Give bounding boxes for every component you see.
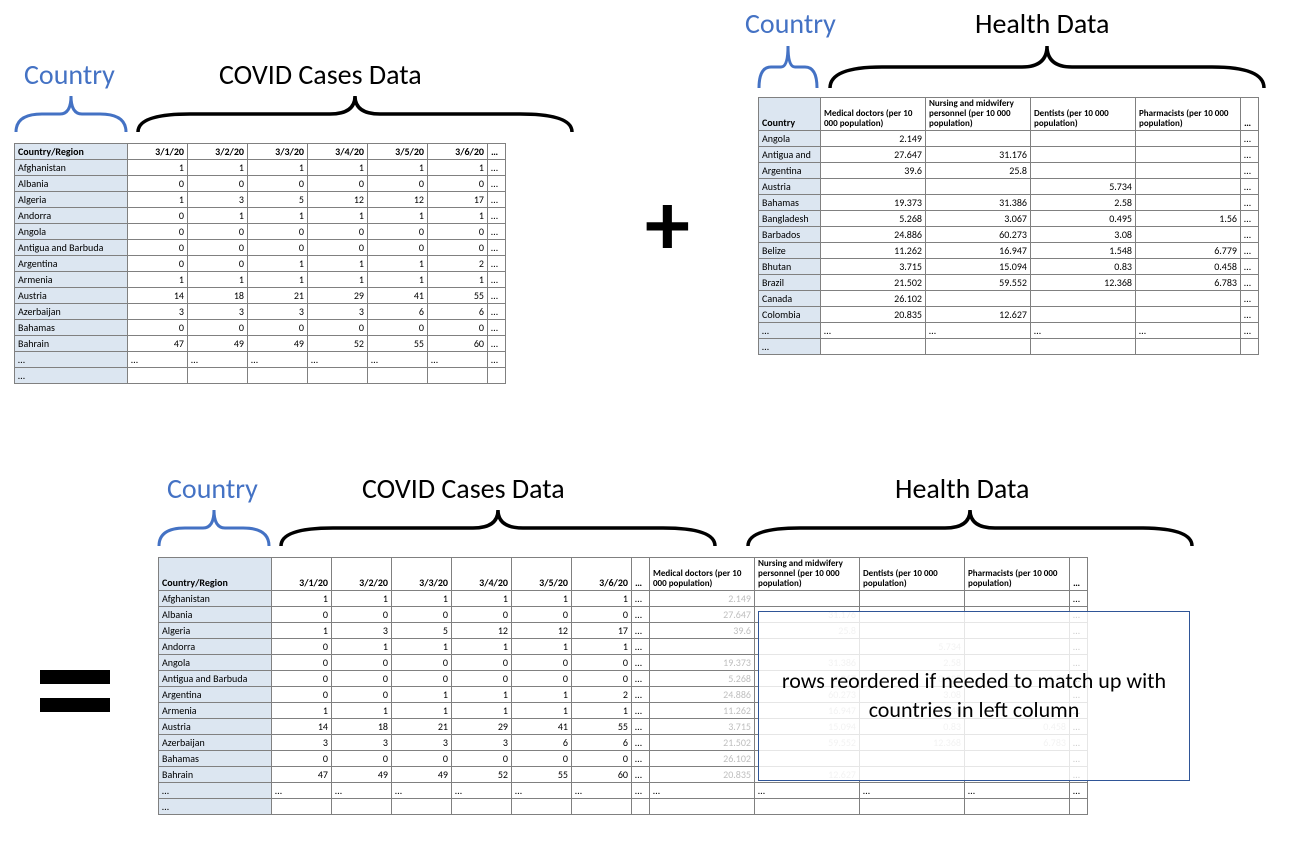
plus-icon: + bbox=[645, 180, 690, 270]
table-row: … bbox=[759, 338, 1259, 354]
col-ellipsis: … bbox=[1241, 98, 1259, 131]
col-health: Dentists (per 10 000 population) bbox=[860, 558, 965, 591]
table-row: Brazil21.50259.55212.3686.783… bbox=[759, 274, 1259, 290]
col-date: 3/1/20 bbox=[272, 558, 332, 591]
col-health: Medical doctors (per 10 000 population) bbox=[821, 98, 926, 131]
col-date: 3/5/20 bbox=[368, 144, 428, 160]
label-health-top: Health Data bbox=[975, 6, 1109, 41]
col-date: 3/1/20 bbox=[128, 144, 188, 160]
table-row: Austria141821294155… bbox=[15, 288, 506, 304]
col-country: Country/Region bbox=[15, 144, 128, 160]
overlay-note: rows reordered if needed to match up wit… bbox=[758, 611, 1190, 781]
col-health: Pharmacists (per 10 000 population) bbox=[1136, 98, 1241, 131]
table-row: Andorra011111… bbox=[15, 208, 506, 224]
table-row: Bangladesh5.2683.0670.4951.56… bbox=[759, 210, 1259, 226]
table-row: Antigua and Barbuda000000… bbox=[15, 240, 506, 256]
label-covid-top: COVID Cases Data bbox=[219, 57, 422, 92]
equals-icon bbox=[40, 670, 110, 726]
table-row: Angola000000… bbox=[15, 224, 506, 240]
table-row: Austria5.734… bbox=[759, 178, 1259, 194]
col-date: 3/3/20 bbox=[248, 144, 308, 160]
col-date: 3/4/20 bbox=[308, 144, 368, 160]
col-date: 3/5/20 bbox=[512, 558, 572, 591]
brace-country-bottom bbox=[155, 506, 273, 550]
covid-cases-table: Country/Region3/1/203/2/203/3/203/4/203/… bbox=[14, 143, 506, 384]
col-health: Medical doctors (per 10 000 population) bbox=[650, 558, 755, 591]
col-date: 3/2/20 bbox=[332, 558, 392, 591]
col-health: Dentists (per 10 000 population) bbox=[1031, 98, 1136, 131]
col-date: 3/2/20 bbox=[188, 144, 248, 160]
table-row: … bbox=[15, 368, 506, 384]
col-health: Nursing and midwifery personnel (per 10 … bbox=[926, 98, 1031, 131]
table-row: ………………………………… bbox=[159, 782, 1088, 798]
table-row: Bahamas19.37331.3862.58… bbox=[759, 194, 1259, 210]
col-country: Country bbox=[759, 98, 821, 131]
table-row: ……………… bbox=[759, 322, 1259, 338]
health-data-table: CountryMedical doctors (per 10 000 popul… bbox=[758, 97, 1259, 355]
label-country-top-right: Country bbox=[745, 6, 836, 41]
table-row: Canada26.102… bbox=[759, 290, 1259, 306]
col-date: 3/4/20 bbox=[452, 558, 512, 591]
label-health-bottom: Health Data bbox=[895, 471, 1029, 506]
table-row: Bhutan3.71515.0940.830.458… bbox=[759, 258, 1259, 274]
brace-country-top-left bbox=[12, 92, 130, 136]
col-ellipsis: … bbox=[488, 144, 506, 160]
label-covid-bottom: COVID Cases Data bbox=[362, 471, 565, 506]
table-row: Algeria135121217… bbox=[15, 192, 506, 208]
label-country-top-left: Country bbox=[24, 57, 115, 92]
table-row: Barbados24.88660.2733.08… bbox=[759, 226, 1259, 242]
col-ellipsis: … bbox=[632, 558, 650, 591]
col-date: 3/6/20 bbox=[572, 558, 632, 591]
table-row: Angola2.149… bbox=[759, 130, 1259, 146]
brace-country-top-right bbox=[755, 42, 821, 92]
brace-covid-bottom bbox=[273, 506, 723, 550]
col-health: Pharmacists (per 10 000 population) bbox=[965, 558, 1070, 591]
col-health: Nursing and midwifery personnel (per 10 … bbox=[755, 558, 860, 591]
table-row: Albania000000… bbox=[15, 176, 506, 192]
table-row: Argentina39.625.8… bbox=[759, 162, 1259, 178]
brace-covid-top bbox=[130, 92, 580, 136]
table-row: Afghanistan111111…2.149… bbox=[159, 590, 1088, 606]
table-row: Colombia20.83512.627… bbox=[759, 306, 1259, 322]
table-row: Armenia111111… bbox=[15, 272, 506, 288]
table-row: Azerbaijan333366… bbox=[15, 304, 506, 320]
table-row: …………………… bbox=[15, 352, 506, 368]
col-country: Country/Region bbox=[159, 558, 272, 591]
col-ellipsis: … bbox=[1070, 558, 1088, 591]
brace-health-bottom bbox=[740, 506, 1200, 550]
brace-health-top bbox=[822, 42, 1272, 92]
table-row: Antigua and27.64731.176… bbox=[759, 146, 1259, 162]
table-row: Bahrain474949525560… bbox=[15, 336, 506, 352]
table-row: Afghanistan111111… bbox=[15, 160, 506, 176]
label-country-bottom: Country bbox=[167, 471, 258, 506]
table-row: Argentina001112… bbox=[15, 256, 506, 272]
table-row: … bbox=[159, 798, 1088, 814]
col-date: 3/6/20 bbox=[428, 144, 488, 160]
col-date: 3/3/20 bbox=[392, 558, 452, 591]
table-row: Bahamas000000… bbox=[15, 320, 506, 336]
table-row: Belize11.26216.9471.5486.779… bbox=[759, 242, 1259, 258]
